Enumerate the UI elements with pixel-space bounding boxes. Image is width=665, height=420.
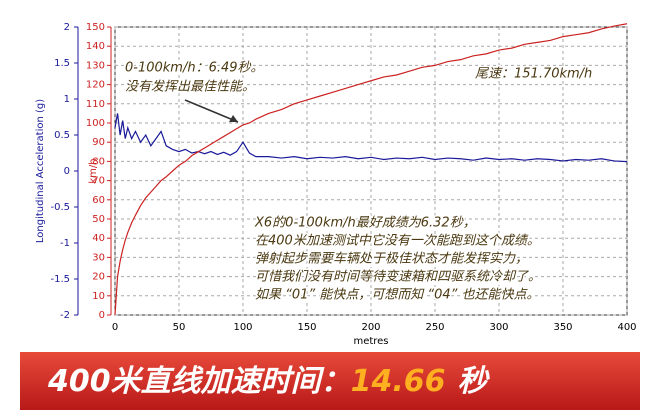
x-tick-label: 300: [489, 322, 508, 333]
y2-tick-label: 130: [86, 60, 105, 71]
y2-tick-label: 70: [92, 176, 105, 187]
x-tick-label: 400: [617, 322, 636, 333]
y2-tick-label: 60: [92, 195, 105, 206]
annotation: 0-100km/h：6.49秒。: [125, 61, 264, 76]
y-tick-label: 0.5: [54, 130, 70, 141]
y-axis-label: Longitudinal Acceleration (g): [35, 99, 46, 243]
y2-tick-label: 110: [86, 99, 105, 110]
x-tick-label: 0: [112, 322, 118, 333]
x-tick-label: 100: [233, 322, 252, 333]
annotation: 在400米加速测试中它没有一次能跑到这个成绩。: [255, 233, 540, 249]
annotation: 尾速：151.70km/h: [475, 67, 592, 82]
y2-tick-label: 30: [92, 252, 105, 263]
banner-text: 400米直线加速时间：14.66 秒: [47, 364, 491, 399]
y2-tick-label: 100: [86, 118, 105, 129]
x-tick-label: 350: [553, 322, 572, 333]
arrow-head: [229, 115, 238, 122]
x-axis-label: metres: [353, 336, 388, 347]
x-tick-label: 150: [297, 322, 316, 333]
annotation: 如果 “01” 能快点，可想而知 “04” 也还能快点。: [255, 288, 540, 303]
banner-unit: 秒: [458, 364, 491, 399]
annotation: 没有发挥出最佳性能。: [125, 80, 255, 95]
y-tick-label: 1: [64, 94, 70, 105]
y2-tick-label: 140: [86, 41, 105, 52]
y2-tick-label: 90: [92, 137, 105, 148]
series-line: [114, 113, 628, 163]
y-tick-label: 1.5: [54, 58, 70, 69]
y-tick-label: 2: [64, 22, 70, 33]
y2-tick-label: 20: [92, 272, 105, 283]
y2-tick-label: 10: [92, 291, 105, 302]
x-tick-label: 50: [173, 322, 186, 333]
y2-tick-label: 50: [92, 214, 105, 225]
y2-tick-label: 80: [92, 156, 105, 167]
y2-tick-label: 40: [92, 233, 105, 244]
x-tick-label: 200: [361, 322, 380, 333]
banner-label: 400米直线加速时间：: [47, 364, 351, 399]
y-tick-label: 0: [64, 166, 70, 177]
banner-value: 14.66: [351, 364, 446, 399]
x-tick-label: 250: [425, 322, 444, 333]
y2-tick-label: 150: [86, 22, 105, 33]
series-line: [114, 23, 628, 316]
y2-axis-label: km/h: [88, 158, 99, 183]
y-tick-label: -2: [60, 310, 70, 321]
y-tick-label: -0.5: [50, 202, 70, 213]
annotation: 可惜我们没有时间等待变速箱和四驱系统冷却了。: [255, 269, 541, 285]
arrow: [184, 99, 239, 123]
annotation: X6的0-100km/h最好成绩为6.32秒，: [254, 216, 476, 231]
y2-tick-label: 120: [86, 80, 105, 91]
annotation: 弹射起步需要车辆处于极佳状态才能发挥实力，: [255, 251, 528, 267]
y-tick-label: -1.5: [50, 274, 70, 285]
y-tick-label: -1: [60, 238, 70, 249]
y2-tick-label: 0: [99, 310, 105, 321]
banner: [20, 352, 640, 410]
